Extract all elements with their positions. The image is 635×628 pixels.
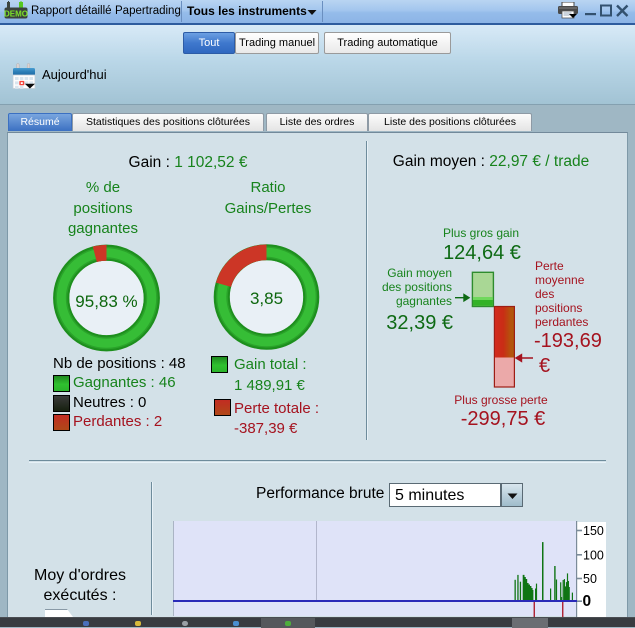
svg-text:3,85: 3,85 [250, 289, 283, 308]
svg-text:100: 100 [583, 549, 604, 563]
svg-text:DEMO: DEMO [4, 10, 28, 19]
svg-text:95,83 %: 95,83 % [75, 292, 137, 311]
svg-text:0: 0 [583, 593, 592, 610]
svg-text:150: 150 [583, 524, 604, 538]
svg-text:50: 50 [583, 572, 597, 586]
